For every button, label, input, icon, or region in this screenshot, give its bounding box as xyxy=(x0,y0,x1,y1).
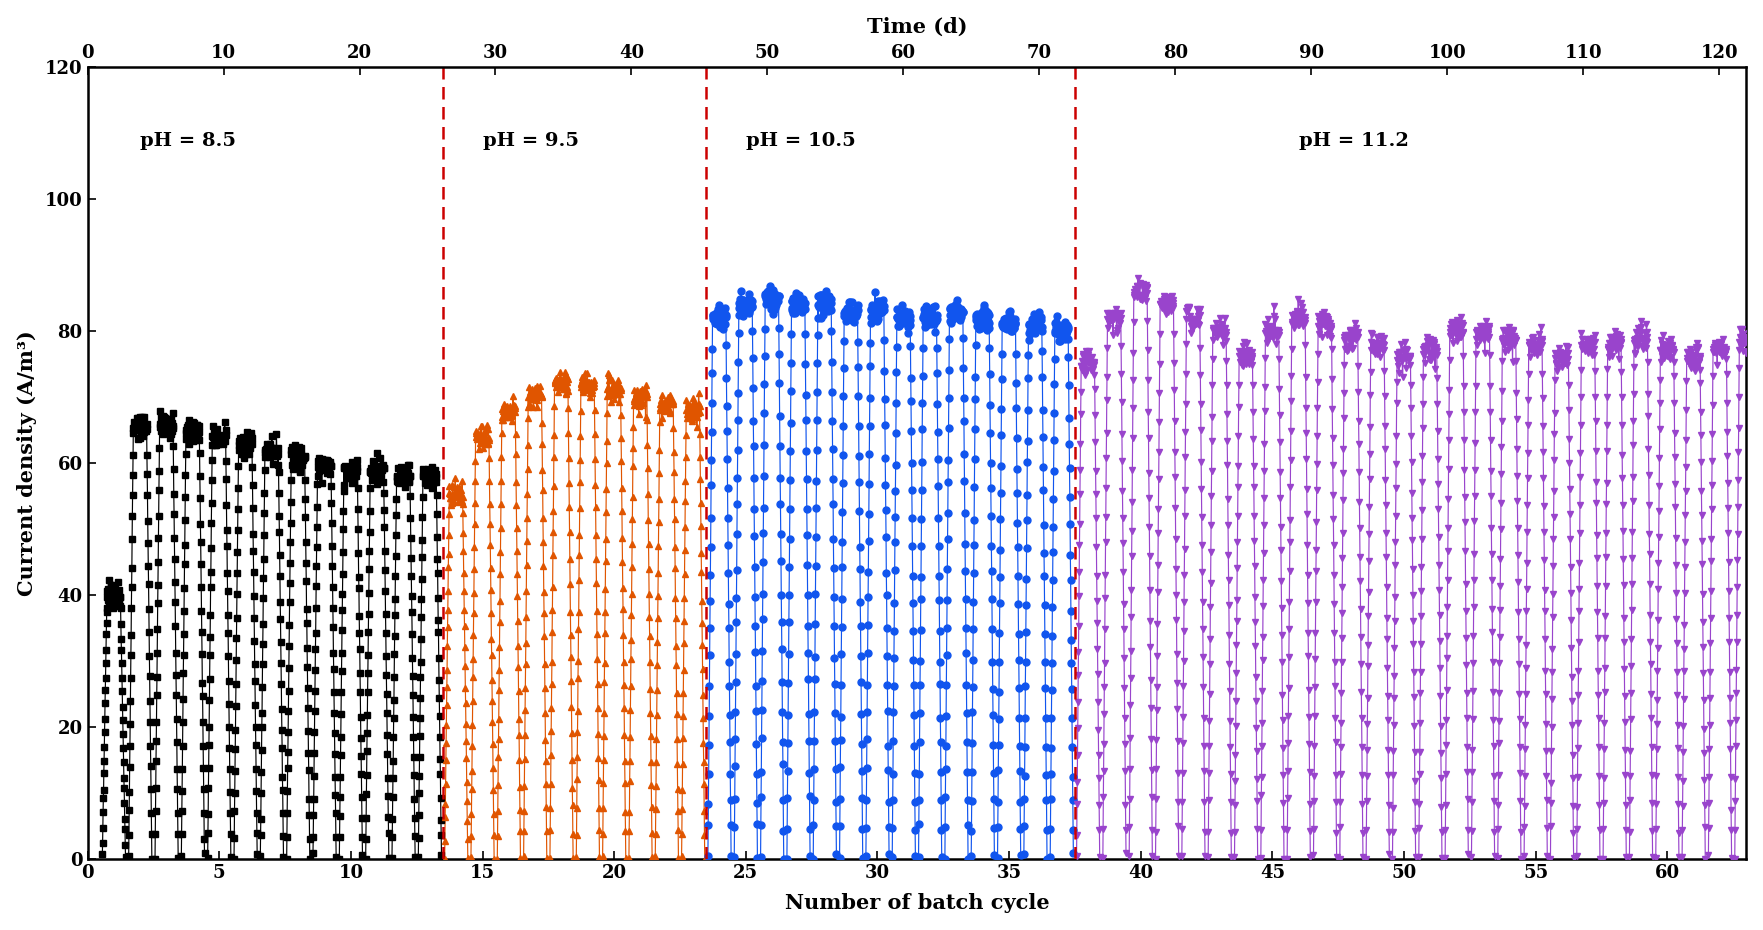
Text: pH = 11.2: pH = 11.2 xyxy=(1299,132,1409,150)
X-axis label: Time (d): Time (d) xyxy=(867,17,968,36)
Text: pH = 9.5: pH = 9.5 xyxy=(483,132,578,150)
Text: pH = 10.5: pH = 10.5 xyxy=(746,132,855,150)
Text: pH = 8.5: pH = 8.5 xyxy=(141,132,236,150)
Y-axis label: Current density (A/m³): Current density (A/m³) xyxy=(16,330,37,596)
X-axis label: Number of batch cycle: Number of batch cycle xyxy=(785,894,1049,913)
